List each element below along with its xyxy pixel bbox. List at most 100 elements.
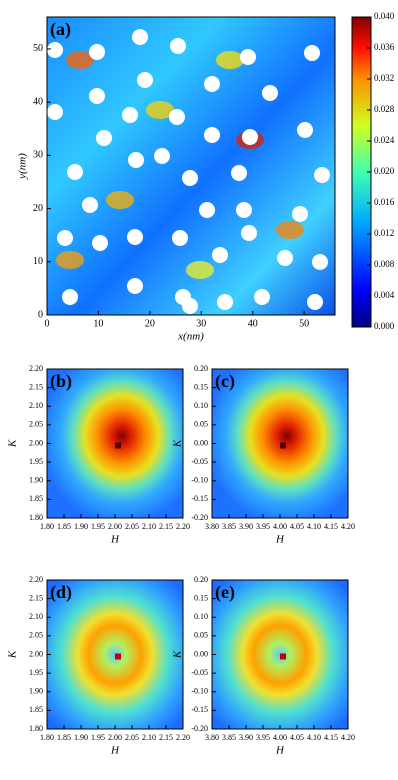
particle <box>57 230 73 246</box>
particle <box>128 152 144 168</box>
y-tick-label: -0.10 <box>191 687 208 696</box>
y-tick-label: 1.80 <box>29 513 43 522</box>
particle <box>304 45 320 61</box>
y-axis-label: K <box>7 439 19 448</box>
panel-label: (b) <box>50 371 72 392</box>
x-tick-label: 1.80 <box>40 522 54 531</box>
colorbar-tick-label: 0.020 <box>374 166 395 176</box>
y-tick-label: 0.15 <box>194 593 208 602</box>
y-tick-label: 2.00 <box>29 438 43 447</box>
x-tick-label: 4.00 <box>273 522 287 531</box>
particle <box>82 197 98 213</box>
x-tick-label: 1.90 <box>74 522 88 531</box>
x-tick-label: 1.85 <box>57 522 71 531</box>
y-tick-label: 0.00 <box>194 649 208 658</box>
particle <box>62 289 78 305</box>
x-axis-label: H <box>110 534 120 546</box>
colorbar-tick-label: 0.016 <box>374 197 395 207</box>
particle <box>241 225 257 241</box>
center-peak <box>115 653 121 660</box>
hot-spot <box>106 191 134 209</box>
particle <box>182 170 198 186</box>
y-tick-label: 2.10 <box>29 612 43 621</box>
particle <box>297 122 313 138</box>
particle <box>47 42 63 58</box>
y-tick-label: 0.20 <box>194 364 208 373</box>
colorbar-tick-label: 0.024 <box>374 135 395 145</box>
hot-spot <box>66 51 94 69</box>
particle <box>314 167 330 183</box>
x-tick-label: 2.00 <box>108 733 122 742</box>
x-tick-label: 1.95 <box>91 733 105 742</box>
x-tick-label: 4.10 <box>307 733 321 742</box>
particle <box>242 129 258 145</box>
colorbar-tick-label: 0.032 <box>374 73 394 83</box>
y-tick-label: 1.95 <box>29 668 43 677</box>
y-axis-label: y(nm) <box>17 153 29 180</box>
x-tick-label: 2.15 <box>159 522 173 531</box>
y-tick-label: 1.85 <box>29 494 43 503</box>
y-tick-label: 2.05 <box>29 631 43 640</box>
particle <box>89 44 105 60</box>
particle <box>204 127 220 143</box>
x-tick-label: 4.15 <box>324 522 338 531</box>
x-tick-label: 1.80 <box>40 733 54 742</box>
y-tick-label: 1.90 <box>29 476 43 485</box>
colorbar-tick-label: 0.012 <box>374 228 394 238</box>
colorbar-tick-label: 0.028 <box>374 104 395 114</box>
particle <box>67 164 83 180</box>
x-tick-label: 2.10 <box>142 733 156 742</box>
y-axis-label: K <box>172 439 184 448</box>
particle <box>182 298 198 314</box>
y-tick-label: 1.95 <box>29 457 43 466</box>
x-tick-label: 3.80 <box>205 733 219 742</box>
y-tick-label: 30 <box>33 150 43 161</box>
x-axis-label: H <box>275 534 285 546</box>
x-tick-label: 50 <box>299 318 309 329</box>
particle <box>277 250 293 266</box>
hot-spot <box>146 101 174 119</box>
x-tick-label: 3.95 <box>256 522 270 531</box>
y-tick-label: -0.10 <box>191 476 208 485</box>
x-tick-label: 0 <box>45 318 50 329</box>
hot-spot <box>56 251 84 269</box>
particle <box>254 289 270 305</box>
y-tick-label: 2.20 <box>29 364 43 373</box>
x-tick-label: 4.05 <box>290 733 304 742</box>
particle <box>212 247 228 263</box>
hot-spot <box>186 261 214 279</box>
particle <box>292 206 308 222</box>
colorbar-tick-label: 0.008 <box>374 259 395 269</box>
center-peak <box>280 653 286 660</box>
x-tick-label: 4.00 <box>273 733 287 742</box>
colorbar-tick-label: 0.004 <box>374 290 395 300</box>
x-axis-label: H <box>275 745 285 757</box>
particle <box>127 229 143 245</box>
particle <box>127 278 143 294</box>
x-tick-label: 4.15 <box>324 733 338 742</box>
particle <box>132 29 148 45</box>
y-axis-label: K <box>7 650 19 659</box>
x-tick-label: 4.05 <box>290 522 304 531</box>
particle <box>169 109 185 125</box>
x-tick-label: 30 <box>196 318 206 329</box>
colorbar-tick-label: 0.036 <box>374 42 395 52</box>
particle <box>92 235 108 251</box>
particle <box>236 202 252 218</box>
x-tick-label: 40 <box>248 318 258 329</box>
panel-label: (a) <box>50 19 71 40</box>
y-tick-label: 1.90 <box>29 687 43 696</box>
particle <box>122 107 138 123</box>
y-tick-label: 2.20 <box>29 575 43 584</box>
y-tick-label: 2.05 <box>29 420 43 429</box>
y-tick-label: 1.80 <box>29 724 43 733</box>
y-tick-label: 0.20 <box>194 575 208 584</box>
y-axis-label: K <box>172 650 184 659</box>
x-tick-label: 1.90 <box>74 733 88 742</box>
y-tick-label: 2.00 <box>29 649 43 658</box>
y-tick-label: 2.15 <box>29 593 43 602</box>
y-tick-label: 0.15 <box>194 382 208 391</box>
x-tick-label: 2.20 <box>176 522 190 531</box>
x-tick-label: 2.20 <box>176 733 190 742</box>
